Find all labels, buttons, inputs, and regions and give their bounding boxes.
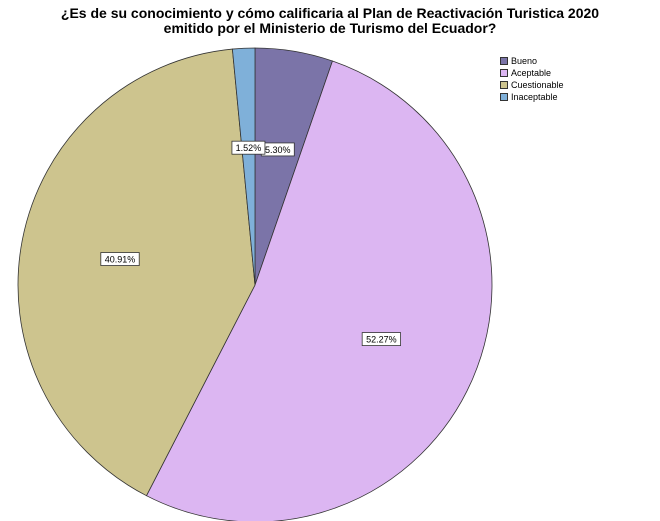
data-label-text: 1.52% [236,143,262,153]
chart-title-line-2: emitido por el Ministerio de Turismo del… [163,20,497,36]
chart-title: ¿Es de su conocimiento y cómo calificari… [0,6,660,36]
pie-slice-aceptable [145,60,493,521]
data-label-box [231,140,266,155]
data-label-text: 52.27% [366,335,397,345]
legend-item-bueno: Bueno [500,55,564,66]
legend-label-aceptable: Aceptable [511,67,552,78]
data-label-aceptable: 52.27% [361,332,401,346]
pie-slices [17,47,493,521]
legend-item-aceptable: Aceptable [500,67,564,78]
data-label-box [100,252,140,266]
data-label-text: 5.30% [265,145,291,155]
legend-swatch-bueno [500,56,508,65]
pie-slice-cuestionable [17,48,256,497]
pie-slice-inaceptable [231,47,256,286]
legend-item-cuestionable: Cuestionable [500,79,564,90]
legend: Bueno Aceptable Cuestionable Inaceptable [500,55,564,103]
legend-label-inaceptable: Inaceptable [511,91,558,102]
legend-swatch-cuestionable [500,80,508,89]
data-label-box [361,332,401,346]
chart-title-line-1: ¿Es de su conocimiento y cómo calificari… [60,5,600,21]
legend-item-inaceptable: Inaceptable [500,91,564,102]
data-label-bueno: 5.30% [260,142,295,157]
legend-label-cuestionable: Cuestionable [511,79,564,90]
legend-label-bueno: Bueno [511,55,538,66]
pie-data-labels: 5.30% 52.27% 40.91% 1.52% [100,140,401,346]
legend-swatch-aceptable [500,68,508,77]
legend-swatch-inaceptable [500,92,508,101]
data-label-cuestionable: 40.91% [100,252,140,266]
data-label-text: 40.91% [105,255,136,265]
data-label-inaceptable: 1.52% [231,140,266,155]
